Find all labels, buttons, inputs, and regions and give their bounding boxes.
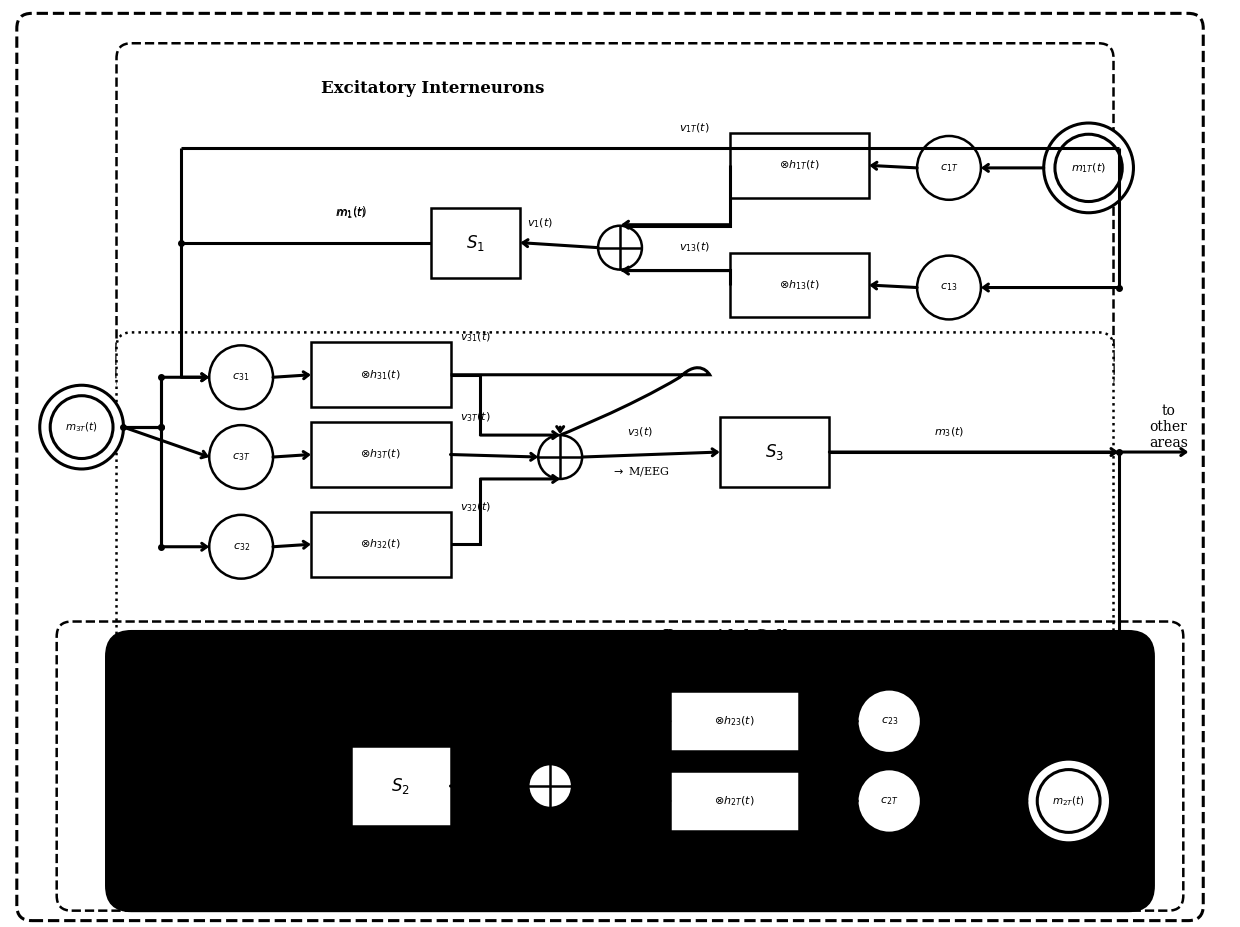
Text: $v_{13}(t)$: $v_{13}(t)$: [678, 241, 709, 254]
Circle shape: [857, 690, 921, 753]
Text: $m_3(t)$: $m_3(t)$: [934, 425, 965, 438]
Bar: [719, 417, 830, 487]
Circle shape: [210, 514, 273, 578]
Text: $m_{3T}(t)$: $m_{3T}(t)$: [66, 420, 98, 434]
Text: $c_{32}$: $c_{32}$: [233, 540, 249, 552]
FancyBboxPatch shape: [117, 44, 1114, 392]
Text: $m_1(t)$: $m_1(t)$: [336, 206, 366, 220]
Circle shape: [210, 425, 273, 489]
Text: $\otimes h_{23}(t)$: $\otimes h_{23}(t)$: [714, 715, 755, 728]
Text: $v_1(t)$: $v_1(t)$: [527, 216, 553, 230]
Text: to
other
areas: to other areas: [1149, 404, 1188, 451]
Circle shape: [1055, 134, 1122, 201]
FancyBboxPatch shape: [117, 333, 1114, 681]
Text: $m_{1T}(t)$: $m_{1T}(t)$: [1071, 161, 1106, 174]
Bar: [311, 422, 450, 487]
Text: $m_1(t)$: $m_1(t)$: [335, 205, 367, 221]
Text: $m_{2T}(t)$: $m_{2T}(t)$: [1053, 794, 1085, 807]
Text: $v_{31}(t)$: $v_{31}(t)$: [460, 331, 491, 344]
Text: $v_3(t)$: $v_3(t)$: [627, 425, 653, 438]
Text: Excitatory Interneurons: Excitatory Interneurons: [321, 80, 544, 96]
Text: $v_{1T}(t)$: $v_{1T}(t)$: [680, 121, 709, 134]
Circle shape: [1037, 769, 1100, 832]
Circle shape: [538, 435, 582, 479]
Circle shape: [1027, 759, 1111, 843]
Text: Pyramidal Cells: Pyramidal Cells: [663, 629, 796, 643]
Text: $\otimes h_{2T}(t)$: $\otimes h_{2T}(t)$: [714, 794, 755, 807]
Bar: [729, 133, 869, 197]
Circle shape: [598, 225, 642, 270]
Bar: [670, 692, 800, 751]
Text: $v_{3T}(t)$: $v_{3T}(t)$: [460, 411, 491, 424]
Text: $\otimes h_{1T}(t)$: $\otimes h_{1T}(t)$: [779, 159, 820, 172]
Text: $\rightarrow$ M/EEG: $\rightarrow$ M/EEG: [610, 465, 670, 478]
Circle shape: [918, 256, 981, 320]
Bar: [430, 208, 521, 277]
Bar: [729, 253, 869, 317]
Circle shape: [1044, 123, 1133, 213]
Text: $c_{31}$: $c_{31}$: [232, 372, 249, 383]
Text: $c_{23}$: $c_{23}$: [880, 716, 898, 727]
Text: $c_{1T}$: $c_{1T}$: [940, 162, 959, 173]
Bar: [351, 746, 450, 826]
Circle shape: [528, 764, 572, 808]
Text: $\otimes h_{3T}(t)$: $\otimes h_{3T}(t)$: [361, 448, 401, 462]
Text: $S_1$: $S_1$: [466, 233, 485, 253]
Text: $c_{13}$: $c_{13}$: [940, 282, 957, 294]
FancyBboxPatch shape: [17, 13, 1203, 921]
Circle shape: [210, 346, 273, 409]
Text: $S_3$: $S_3$: [765, 442, 784, 462]
Text: Inhibitory Interneurons: Inhibitory Interneurons: [221, 864, 425, 878]
Text: $\otimes h_{13}(t)$: $\otimes h_{13}(t)$: [779, 278, 820, 292]
Circle shape: [40, 386, 124, 469]
Circle shape: [918, 136, 981, 200]
Bar: [311, 512, 450, 577]
Text: $c_{2T}$: $c_{2T}$: [880, 795, 898, 806]
Bar: [670, 771, 800, 831]
Text: $\otimes h_{31}(t)$: $\otimes h_{31}(t)$: [361, 368, 401, 382]
Text: $v_{32}(t)$: $v_{32}(t)$: [460, 500, 491, 514]
FancyBboxPatch shape: [107, 631, 1153, 910]
Text: $\otimes h_{32}(t)$: $\otimes h_{32}(t)$: [361, 538, 401, 551]
Circle shape: [857, 769, 921, 832]
Bar: [311, 342, 450, 407]
Text: $S_2$: $S_2$: [392, 776, 410, 796]
Circle shape: [50, 396, 113, 459]
Text: $c_{3T}$: $c_{3T}$: [232, 451, 250, 463]
